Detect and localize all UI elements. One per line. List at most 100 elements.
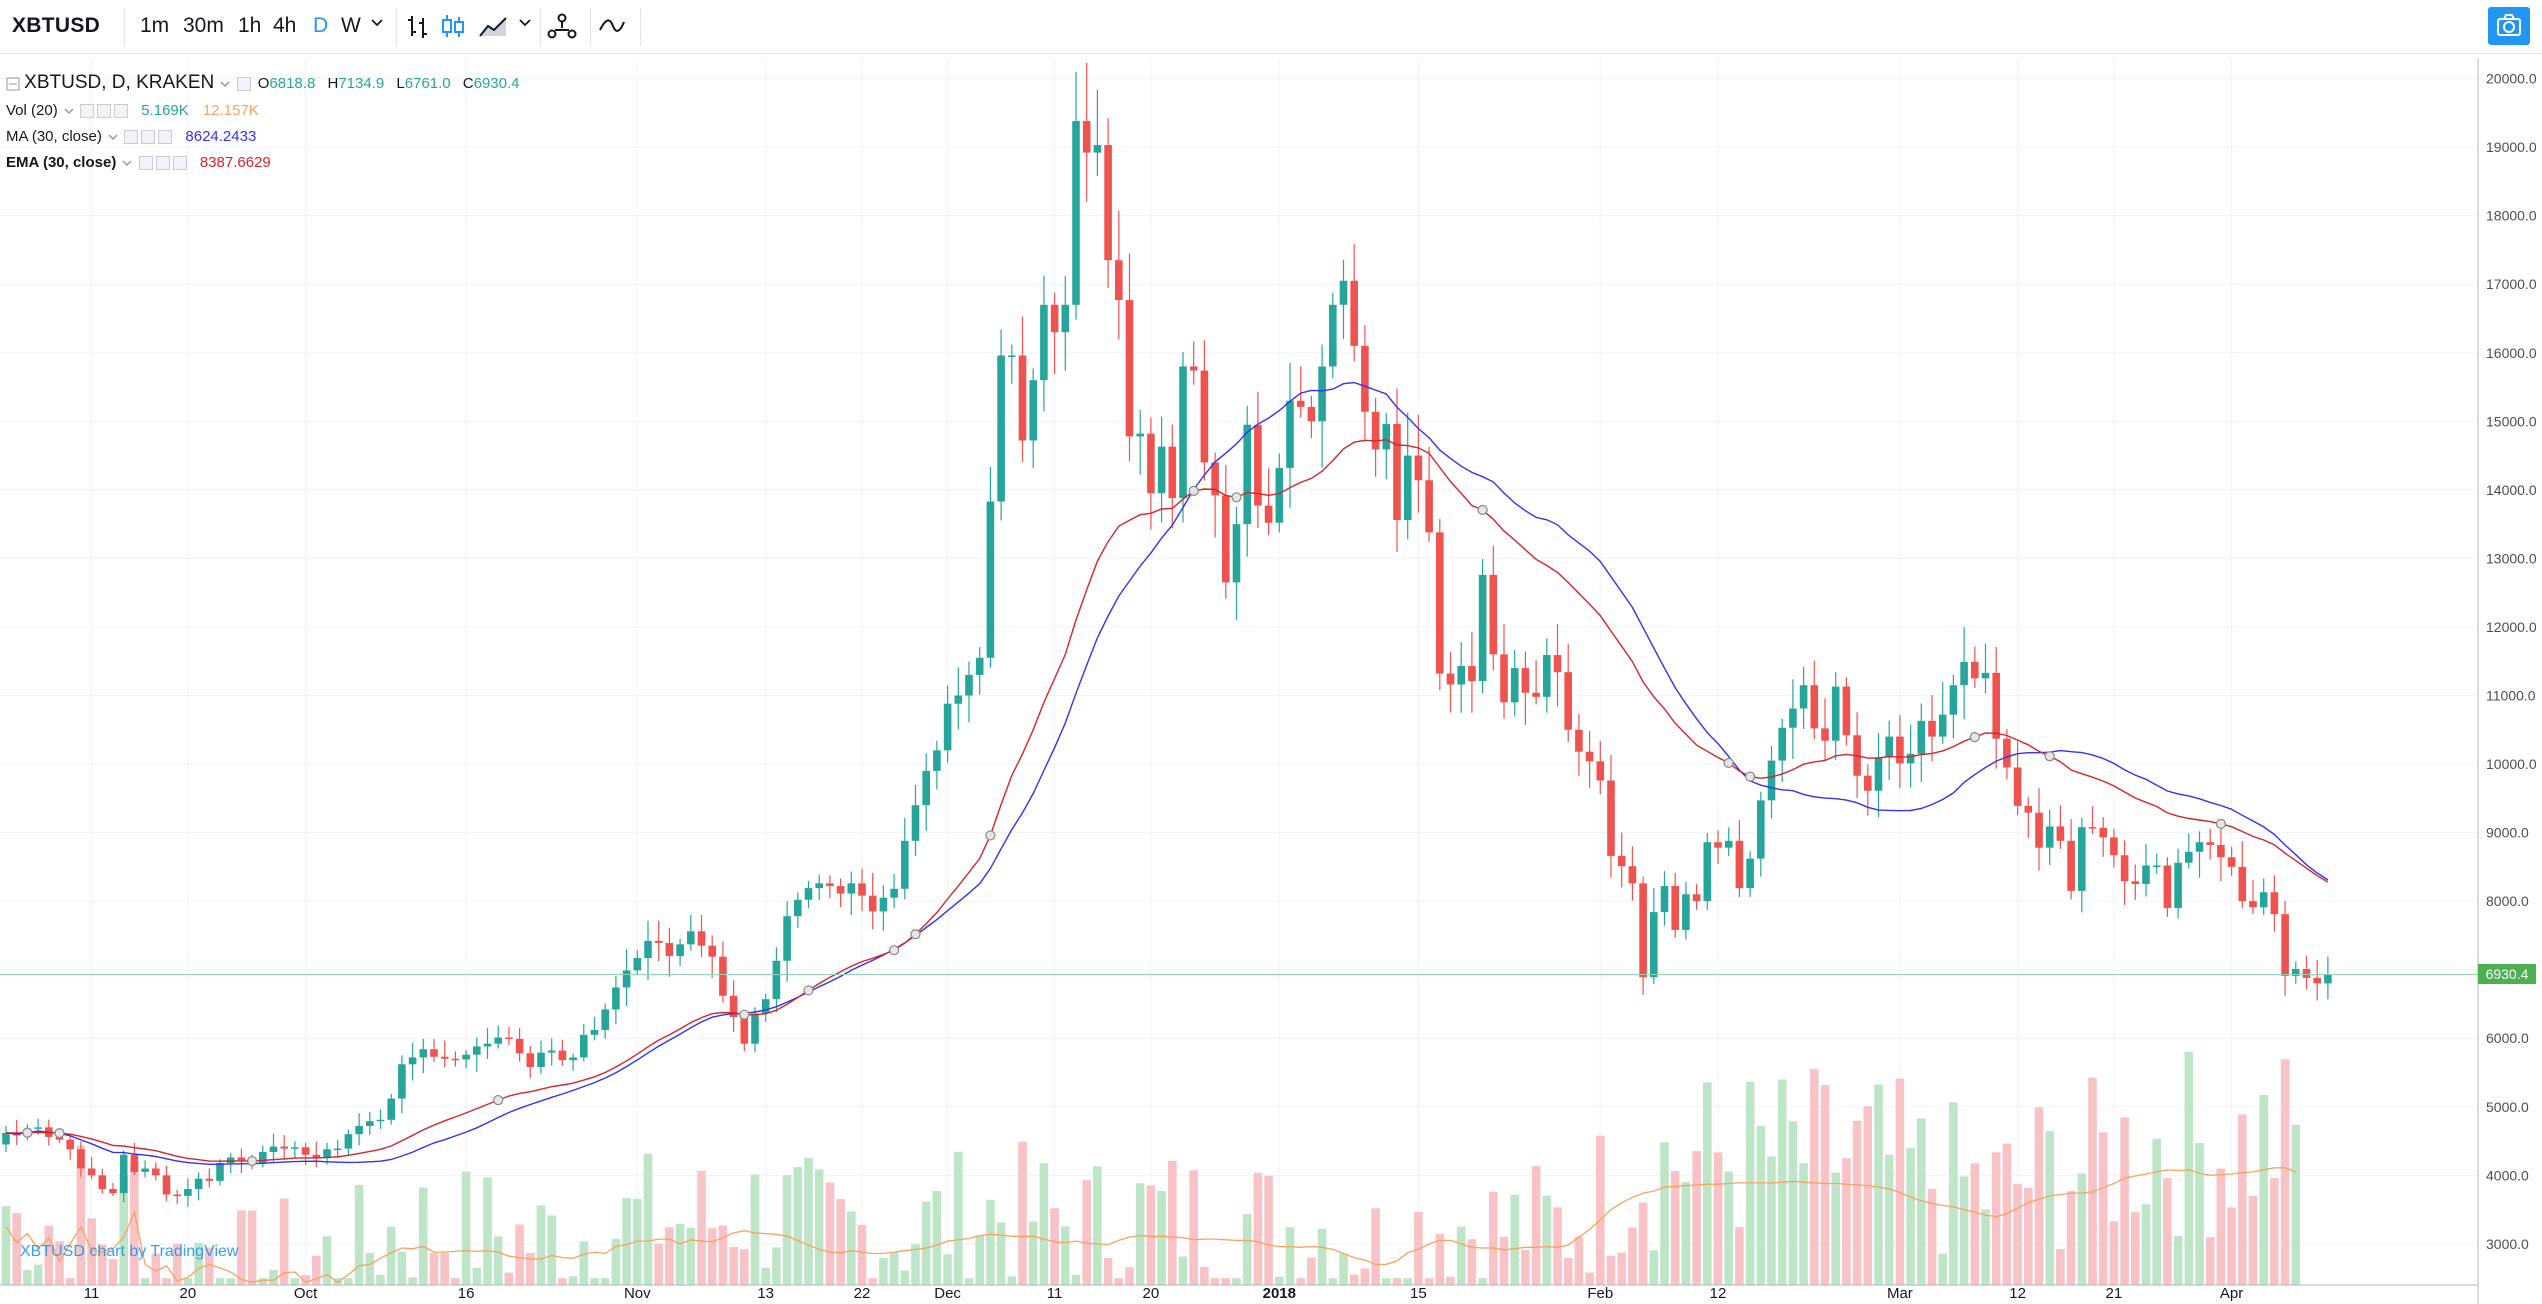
area-style-icon[interactable]: [478, 12, 508, 45]
collapse-legend-icon[interactable]: [6, 77, 20, 91]
volume-bar: [504, 1272, 514, 1285]
candle-body: [1874, 757, 1883, 791]
interval-4h-button[interactable]: 4h: [273, 14, 297, 37]
candle-body: [975, 657, 984, 675]
y-tick-label: 11000.0: [2486, 687, 2536, 703]
candle-body: [216, 1162, 224, 1181]
volume-bar: [1050, 1208, 1059, 1285]
interval-d-button[interactable]: D: [313, 14, 329, 37]
volume-bar: [2077, 1173, 2087, 1285]
interval-w-button[interactable]: W: [341, 14, 361, 37]
volume-bar: [1874, 1084, 1883, 1285]
candle-body: [1575, 729, 1583, 752]
volume-bar: [718, 1225, 728, 1285]
volume-bar: [1692, 1151, 1701, 1285]
y-tick-label: 14000.0: [2486, 482, 2537, 498]
volume-settings-icon[interactable]: [97, 104, 112, 119]
interval-30m-button[interactable]: 30m: [183, 14, 224, 37]
candle-body: [2259, 892, 2268, 908]
volume-bar: [194, 1242, 203, 1285]
legend-ema-title[interactable]: EMA (30, close): [6, 154, 117, 171]
volume-bar: [1831, 1172, 1840, 1285]
volume-bar: [1670, 1171, 1680, 1285]
volume-bar: [1842, 1158, 1851, 1285]
candle-body: [430, 1049, 438, 1057]
volume-bar: [1767, 1156, 1776, 1285]
candle-body: [1660, 886, 1669, 913]
chart-pane[interactable]: 20000.0 19000.0 18000.0 17000.0 16000.0 15000…: [0, 58, 2542, 1304]
toolbar-separator: [396, 8, 397, 46]
volume-bar: [1713, 1152, 1723, 1285]
bars-style-icon[interactable]: [405, 12, 431, 45]
ema-marker: [1188, 485, 1199, 496]
candles-style-icon[interactable]: [440, 12, 466, 45]
legend-ma-title[interactable]: MA (30, close): [6, 128, 102, 145]
indicators-icon[interactable]: [598, 12, 626, 45]
volume-chevron-icon[interactable]: [62, 104, 76, 118]
volume-remove-icon[interactable]: [114, 104, 129, 119]
tradingview-watermark[interactable]: XBTUSD chart by TradingView: [20, 1243, 239, 1260]
ema-remove-icon[interactable]: [172, 156, 187, 171]
ma-settings-icon[interactable]: [141, 130, 156, 145]
volume-bar: [108, 1258, 118, 1285]
candle-body: [547, 1050, 556, 1053]
low-value: 6761.0: [404, 75, 451, 92]
volume-bar: [943, 1254, 952, 1285]
candle-body: [152, 1168, 160, 1176]
volume-visibility-icon[interactable]: [80, 104, 95, 119]
volume-bar: [386, 1226, 396, 1285]
volume-bar: [1317, 1228, 1327, 1285]
candle-body: [1831, 686, 1840, 741]
interval-dropdown-chevron-icon[interactable]: [370, 16, 384, 35]
snapshot-button[interactable]: [2488, 7, 2530, 45]
candle-body: [2270, 892, 2279, 915]
candle-body: [2195, 842, 2204, 852]
candle-body: [794, 899, 802, 917]
candle-body: [526, 1053, 535, 1068]
candle-body: [1147, 433, 1155, 494]
ma-chevron-icon[interactable]: [106, 130, 120, 144]
ema-chevron-icon[interactable]: [120, 156, 134, 170]
symbol-search[interactable]: XBTUSD: [12, 14, 101, 37]
volume-bar: [1820, 1085, 1830, 1285]
candle-body: [858, 883, 866, 896]
toolbar-separator: [640, 8, 641, 46]
price-chart[interactable]: 20000.0 19000.0 18000.0 17000.0 16000.0 15000…: [0, 58, 2542, 1304]
candle-body: [269, 1146, 278, 1153]
ema-visibility-icon[interactable]: [138, 156, 153, 171]
candle-body: [2, 1132, 10, 1145]
ma-remove-icon[interactable]: [158, 130, 173, 145]
volume-bar: [2280, 1059, 2290, 1285]
interval-1m-button[interactable]: 1m: [140, 14, 170, 37]
legend-symbol-title[interactable]: XBTUSD, D, KRAKEN: [24, 72, 215, 93]
legend-settings-icon[interactable]: [236, 77, 251, 92]
volume-bar: [772, 1247, 781, 1285]
candle-body: [1040, 304, 1048, 381]
candle-body: [815, 883, 823, 889]
ema-line: [5, 439, 2329, 1162]
candle-body: [612, 987, 620, 1010]
volume-bar: [2259, 1094, 2268, 1285]
volume-bar: [12, 1212, 21, 1285]
legend-symbol-chevron-icon[interactable]: [218, 77, 232, 91]
style-dropdown-chevron-icon[interactable]: [518, 16, 532, 35]
candle-body: [77, 1149, 85, 1169]
camera-icon: [2497, 14, 2521, 36]
candle-body: [237, 1157, 246, 1161]
candle-body: [2099, 827, 2107, 838]
volume-bar: [365, 1252, 375, 1285]
ma-visibility-icon[interactable]: [124, 130, 139, 145]
volume-bar: [23, 1270, 32, 1285]
high-value: 7134.9: [338, 75, 385, 92]
candle-body: [580, 1034, 588, 1058]
ema-settings-icon[interactable]: [155, 156, 170, 171]
interval-1h-button[interactable]: 1h: [238, 14, 262, 37]
candle-body: [943, 703, 952, 751]
compare-icon[interactable]: [546, 12, 578, 45]
volume-bar: [2152, 1138, 2161, 1285]
volume-bar: [1200, 1266, 1209, 1285]
candle-body: [772, 960, 781, 1000]
candle-body: [804, 888, 813, 900]
legend-volume-title[interactable]: Vol (20): [6, 102, 58, 119]
volume-bar: [1542, 1195, 1552, 1285]
